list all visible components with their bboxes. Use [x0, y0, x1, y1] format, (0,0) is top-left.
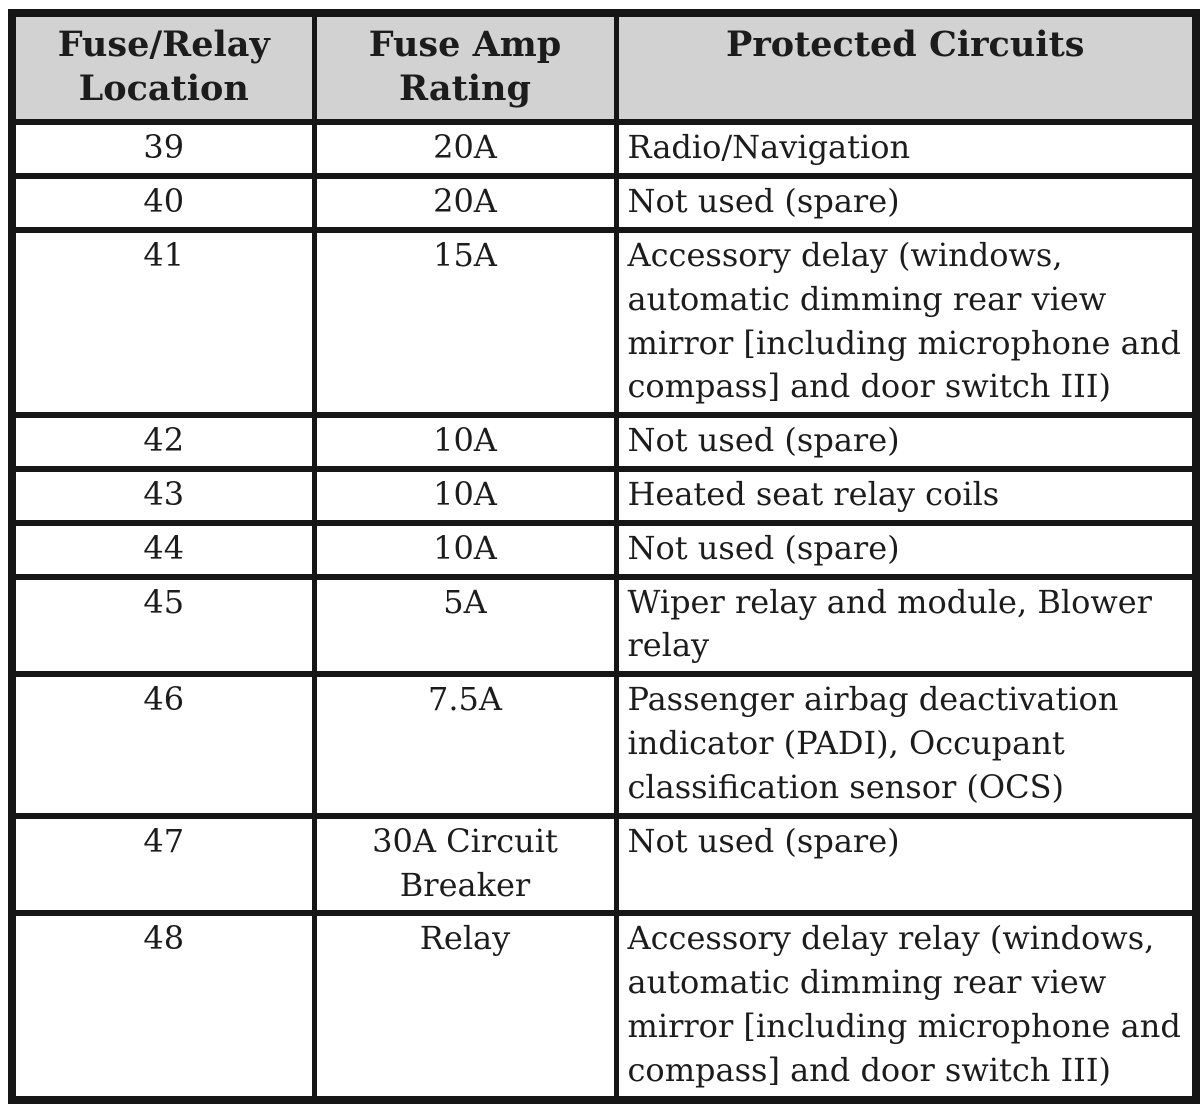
table-row: 41 15A Accessory delay (windows, automat… — [8, 226, 1200, 419]
cell-circuits: Not used (spare) — [613, 812, 1200, 917]
cell-circuits: Passenger airbag deactivation indicator … — [613, 671, 1200, 819]
table-row: 39 20A Radio/Navigation — [8, 119, 1200, 180]
header-row: Fuse/Relay Location Fuse Amp Rating Prot… — [8, 8, 1200, 126]
cell-rating: 20A — [311, 119, 619, 180]
cell-circuits: Not used (spare) — [613, 519, 1200, 580]
cell-rating: 10A — [311, 412, 619, 472]
table-row: 45 5A Wiper relay and module, Blower rel… — [8, 573, 1200, 678]
cell-location: 45 — [8, 573, 317, 678]
cell-location: 44 — [8, 519, 317, 580]
cell-circuits: Not used (spare) — [613, 412, 1200, 472]
table-row: 40 20A Not used (spare) — [8, 173, 1200, 233]
cell-rating: 10A — [311, 465, 619, 526]
cell-rating: Relay — [311, 910, 619, 1104]
cell-circuits: Accessory delay relay (windows, automati… — [613, 910, 1200, 1104]
fuse-table-header: Fuse/Relay Location Fuse Amp Rating Prot… — [8, 8, 1200, 126]
table-row: 48 Relay Accessory delay relay (windows,… — [8, 910, 1200, 1104]
cell-location: 43 — [8, 465, 317, 526]
table-row: 47 30A Circuit Breaker Not used (spare) — [8, 812, 1200, 917]
cell-rating: 5A — [311, 573, 619, 678]
cell-location: 39 — [8, 119, 317, 180]
fuse-table: Fuse/Relay Location Fuse Amp Rating Prot… — [8, 8, 1200, 1104]
cell-rating: 30A Circuit Breaker — [311, 812, 619, 917]
cell-location: 47 — [8, 812, 317, 917]
cell-circuits: Radio/Navigation — [613, 119, 1200, 180]
table-row: 43 10A Heated seat relay coils — [8, 465, 1200, 526]
cell-circuits: Accessory delay (windows, automatic dimm… — [613, 226, 1200, 419]
cell-rating: 20A — [311, 173, 619, 233]
cell-circuits: Wiper relay and module, Blower relay — [613, 573, 1200, 678]
cell-location: 41 — [8, 226, 317, 419]
cell-location: 40 — [8, 173, 317, 233]
fuse-table-body: 39 20A Radio/Navigation 40 20A Not used … — [8, 119, 1200, 1104]
cell-rating: 7.5A — [311, 671, 619, 819]
header-protected-circuits: Protected Circuits — [613, 8, 1200, 126]
cell-rating: 10A — [311, 519, 619, 580]
table-row: 44 10A Not used (spare) — [8, 519, 1200, 580]
cell-rating: 15A — [311, 226, 619, 419]
table-row: 42 10A Not used (spare) — [8, 412, 1200, 472]
header-fuse-relay-location: Fuse/Relay Location — [8, 8, 317, 126]
header-fuse-amp-rating: Fuse Amp Rating — [311, 8, 619, 126]
cell-location: 46 — [8, 671, 317, 819]
cell-location: 48 — [8, 910, 317, 1104]
cell-location: 42 — [8, 412, 317, 472]
cell-circuits: Not used (spare) — [613, 173, 1200, 233]
table-row: 46 7.5A Passenger airbag deactivation in… — [8, 671, 1200, 819]
cell-circuits: Heated seat relay coils — [613, 465, 1200, 526]
